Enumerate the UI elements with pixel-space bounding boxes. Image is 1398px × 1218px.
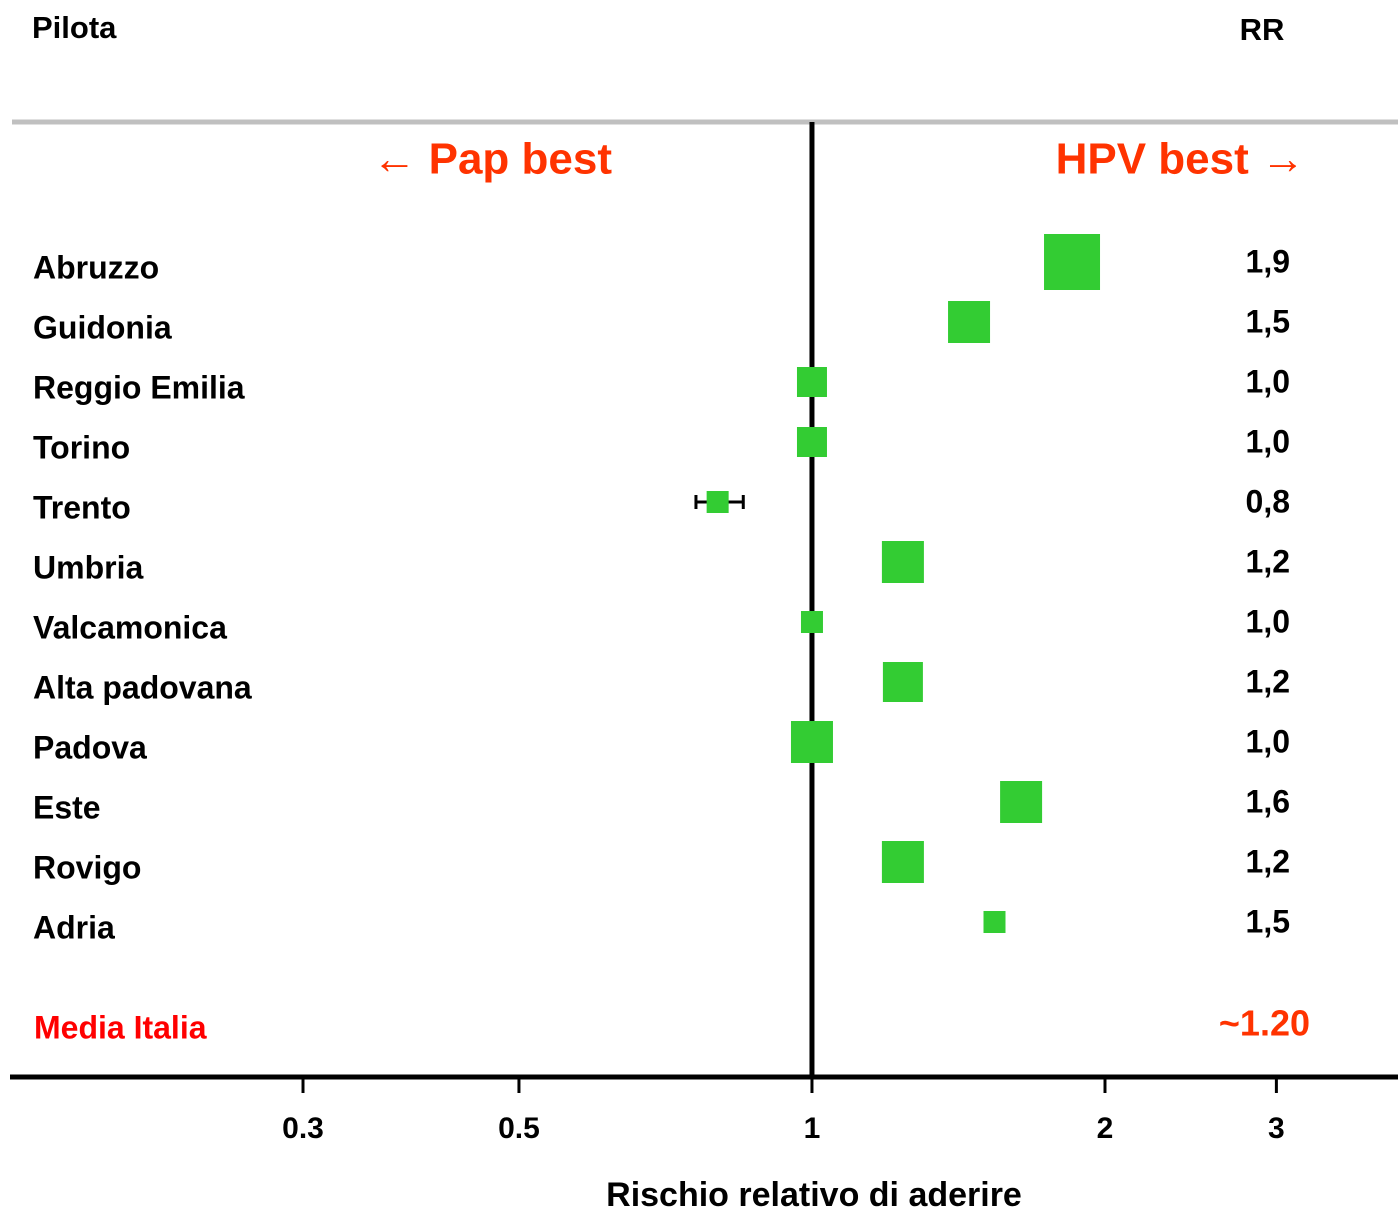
summary-label: Media Italia bbox=[34, 1009, 207, 1045]
marker bbox=[948, 301, 991, 343]
rr-label: 1,0 bbox=[1246, 363, 1290, 399]
row-label: Rovigo bbox=[33, 849, 141, 885]
marker bbox=[796, 367, 827, 397]
rr-label: 1,0 bbox=[1246, 603, 1290, 639]
rr-label: 1,0 bbox=[1246, 723, 1290, 759]
summary-value: ~1.20 bbox=[1219, 1003, 1310, 1044]
x-tick-label: 3 bbox=[1268, 1112, 1285, 1145]
x-tick-label: 0.3 bbox=[282, 1112, 324, 1145]
marker bbox=[983, 911, 1006, 933]
rr-label: 1,2 bbox=[1246, 543, 1290, 579]
row-label: Torino bbox=[33, 429, 130, 465]
marker bbox=[800, 611, 823, 633]
marker bbox=[881, 841, 924, 883]
marker bbox=[790, 721, 833, 763]
column-title: RR bbox=[1240, 12, 1285, 47]
rr-label: 1,5 bbox=[1246, 903, 1290, 939]
x-tick-label: 1 bbox=[804, 1112, 821, 1145]
row-label: Trento bbox=[33, 489, 131, 525]
marker bbox=[881, 541, 924, 583]
rr-label: 1,9 bbox=[1246, 243, 1290, 279]
marker bbox=[882, 662, 923, 702]
row-label: Adria bbox=[33, 909, 115, 945]
rr-label: 0,8 bbox=[1246, 483, 1290, 519]
row-label: Este bbox=[33, 789, 101, 825]
rr-label: 1,2 bbox=[1246, 663, 1290, 699]
marker bbox=[1044, 234, 1101, 290]
row-label: Alta padovana bbox=[33, 669, 252, 705]
row-label: Reggio Emilia bbox=[33, 369, 245, 405]
marker bbox=[706, 491, 729, 513]
rr-label: 1,5 bbox=[1246, 303, 1290, 339]
marker bbox=[796, 427, 827, 457]
row-label: Valcamonica bbox=[33, 609, 227, 645]
x-axis-label: Rischio relativo di aderire bbox=[606, 1176, 1022, 1214]
rr-label: 1,0 bbox=[1246, 423, 1290, 459]
row-label: Padova bbox=[33, 729, 147, 765]
right-annotation: HPV best → bbox=[1056, 135, 1305, 184]
rr-label: 1,6 bbox=[1246, 783, 1290, 819]
row-label: Abruzzo bbox=[33, 249, 159, 285]
rr-label: 1,2 bbox=[1246, 843, 1290, 879]
marker bbox=[1000, 781, 1043, 823]
row-label: Umbria bbox=[33, 549, 143, 585]
column-title: Pilota bbox=[32, 10, 117, 45]
row-label: Guidonia bbox=[33, 309, 172, 345]
x-tick-label: 0.5 bbox=[498, 1112, 540, 1145]
x-tick-label: 2 bbox=[1097, 1112, 1114, 1145]
left-annotation: ← Pap best bbox=[372, 135, 612, 184]
